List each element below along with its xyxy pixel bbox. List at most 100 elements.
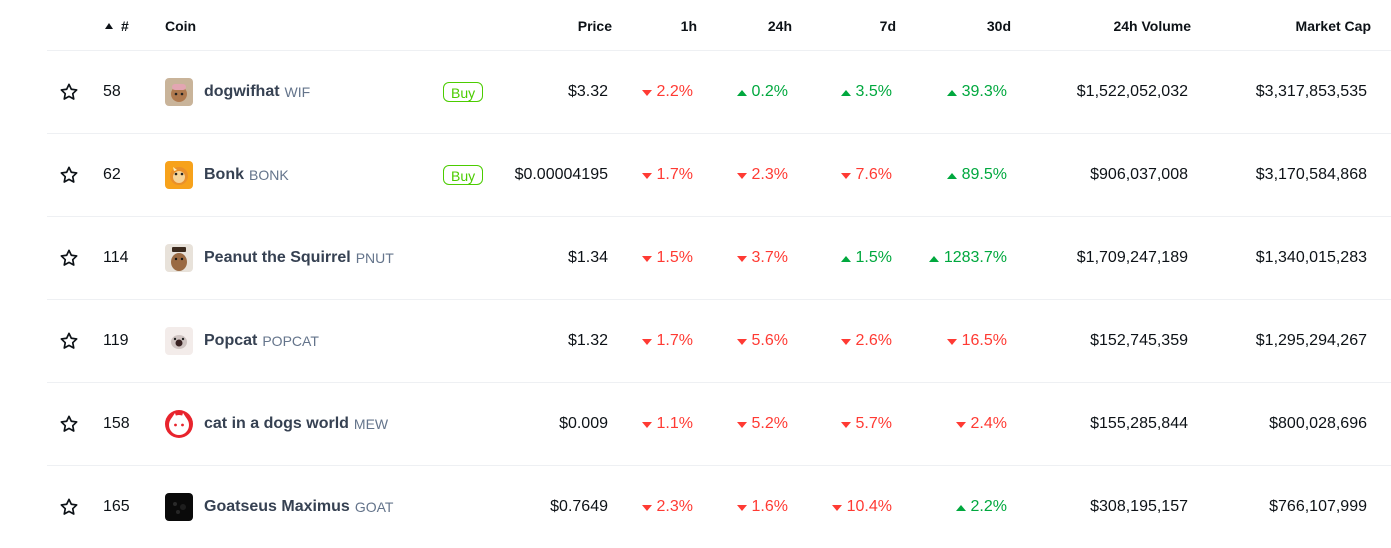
favorite-star-icon[interactable] [59, 134, 79, 216]
table-body: 58 dogwifhat WIF Buy $3.32 2.2% 0.2% 3.5% 39.3% $… [47, 51, 1391, 548]
change-7d: 2.6% [807, 300, 892, 382]
market-cap: $1,340,015,283 [1255, 249, 1367, 266]
rank-header[interactable]: # [105, 18, 129, 34]
table-row[interactable]: 62 Bonk BONK Buy $0.00004195 1.7% 2.3% 7.6% 89.5… [47, 134, 1391, 217]
coin-symbol: WIF [284, 84, 311, 100]
coin-name: dogwifhat [204, 83, 280, 100]
coin-link[interactable]: Peanut the Squirrel PNUT [165, 217, 435, 299]
volume-header[interactable]: 24h Volume [1113, 18, 1191, 34]
change-24h: 2.3% [707, 134, 788, 216]
change-24h: 1.6% [707, 466, 788, 548]
coin-rank: 119 [103, 332, 129, 349]
7d-header[interactable]: 7d [879, 18, 896, 34]
favorite-star-icon[interactable] [59, 51, 79, 133]
change-30d: 2.2% [907, 466, 1007, 548]
change-7d: 5.7% [807, 383, 892, 465]
table-row[interactable]: 165 Goatseus Maximus GOAT $0.7649 2.3% 1.6% 10… [47, 466, 1391, 548]
24h-header[interactable]: 24h [767, 18, 792, 34]
coin-link[interactable]: dogwifhat WIF [165, 51, 435, 133]
caret-down-icon [840, 173, 851, 179]
bonk-logo-icon [165, 161, 193, 189]
coin-symbol: BONK [249, 167, 289, 183]
30d-header[interactable]: 30d [986, 18, 1011, 34]
caret-up-icon [840, 90, 851, 96]
coin-link[interactable]: Goatseus Maximus GOAT [165, 466, 435, 548]
table-header: # Coin Price 1h 24h 7d 30d 24h Volume Ma… [47, 0, 1391, 51]
market-cap: $1,295,294,267 [1255, 332, 1367, 349]
sort-asc-icon [105, 23, 113, 29]
coin-rank: 158 [103, 415, 130, 432]
caret-up-icon [946, 173, 957, 179]
change-24h-value: 5.2% [751, 415, 788, 432]
popcat-logo-icon [165, 327, 193, 355]
favorite-star-icon[interactable] [59, 383, 79, 465]
mew-logo-icon [165, 410, 193, 438]
caret-down-icon [736, 256, 747, 262]
change-24h-value: 2.3% [751, 166, 788, 183]
change-30d-value: 1283.7% [943, 249, 1007, 266]
coin-name: Goatseus Maximus [204, 498, 350, 515]
change-7d-value: 10.4% [846, 498, 892, 515]
change-1h-value: 1.1% [656, 415, 693, 432]
coin-price: $0.00004195 [514, 166, 608, 183]
volume-24h: $906,037,008 [1090, 166, 1188, 183]
coin-rank: 165 [103, 498, 130, 515]
coin-price: $0.009 [559, 415, 608, 432]
caret-up-icon [840, 256, 851, 262]
favorite-star-icon[interactable] [59, 217, 79, 299]
market-cap: $3,317,853,535 [1255, 83, 1367, 100]
market-cap-header[interactable]: Market Cap [1295, 18, 1371, 34]
buy-cell: Buy [443, 134, 489, 216]
table-row[interactable]: 58 dogwifhat WIF Buy $3.32 2.2% 0.2% 3.5% 39.3% $… [47, 51, 1391, 134]
change-7d-value: 3.5% [855, 83, 892, 100]
coin-link[interactable]: Popcat POPCAT [165, 300, 435, 382]
caret-down-icon [641, 422, 652, 428]
coin-link[interactable]: cat in a dogs world MEW [165, 383, 435, 465]
change-24h: 5.2% [707, 383, 788, 465]
1h-header[interactable]: 1h [680, 18, 697, 34]
change-24h-value: 3.7% [751, 249, 788, 266]
change-24h: 3.7% [707, 217, 788, 299]
caret-up-icon [736, 90, 747, 96]
coins-table: # Coin Price 1h 24h 7d 30d 24h Volume Ma… [47, 0, 1391, 548]
caret-down-icon [840, 422, 851, 428]
change-24h: 0.2% [707, 51, 788, 133]
market-cap: $766,107,999 [1269, 498, 1367, 515]
favorite-star-icon[interactable] [59, 466, 79, 548]
coin-symbol: POPCAT [262, 333, 319, 349]
caret-down-icon [641, 339, 652, 345]
table-row[interactable]: 114 Peanut the Squirrel PNUT $1.34 1.5% 3.7% 1… [47, 217, 1391, 300]
coin-rank: 62 [103, 166, 121, 183]
buy-button[interactable]: Buy [443, 165, 484, 185]
coin-price: $1.34 [567, 249, 608, 266]
change-24h: 5.6% [707, 300, 788, 382]
change-30d-value: 39.3% [961, 83, 1007, 100]
change-1h-value: 1.5% [656, 249, 693, 266]
change-7d-value: 1.5% [855, 249, 892, 266]
buy-button[interactable]: Buy [443, 82, 484, 102]
change-30d-value: 89.5% [961, 166, 1007, 183]
coin-header[interactable]: Coin [165, 18, 197, 34]
change-1h-value: 2.2% [656, 83, 693, 100]
volume-24h: $1,522,052,032 [1076, 83, 1188, 100]
favorite-star-icon[interactable] [59, 300, 79, 382]
change-7d: 7.6% [807, 134, 892, 216]
change-1h-value: 1.7% [656, 332, 693, 349]
price-header[interactable]: Price [577, 18, 612, 34]
caret-down-icon [736, 339, 747, 345]
change-1h: 1.5% [617, 217, 693, 299]
table-row[interactable]: 158 cat in a dogs world MEW $0.009 1.1% 5.2% 5… [47, 383, 1391, 466]
change-1h: 1.7% [617, 300, 693, 382]
change-1h-value: 2.3% [656, 498, 693, 515]
table-row[interactable]: 119 Popcat POPCAT $1.32 1.7% 5.6% 2.6% 16.5% $15… [47, 300, 1391, 383]
coin-symbol: PNUT [355, 250, 394, 266]
change-1h: 2.3% [617, 466, 693, 548]
coin-price: $0.7649 [550, 498, 608, 515]
coin-link[interactable]: Bonk BONK [165, 134, 435, 216]
change-30d: 16.5% [907, 300, 1007, 382]
peanut-logo-icon [165, 244, 193, 272]
change-30d: 89.5% [907, 134, 1007, 216]
change-30d-value: 2.2% [970, 498, 1007, 515]
change-30d: 39.3% [907, 51, 1007, 133]
change-7d: 3.5% [807, 51, 892, 133]
